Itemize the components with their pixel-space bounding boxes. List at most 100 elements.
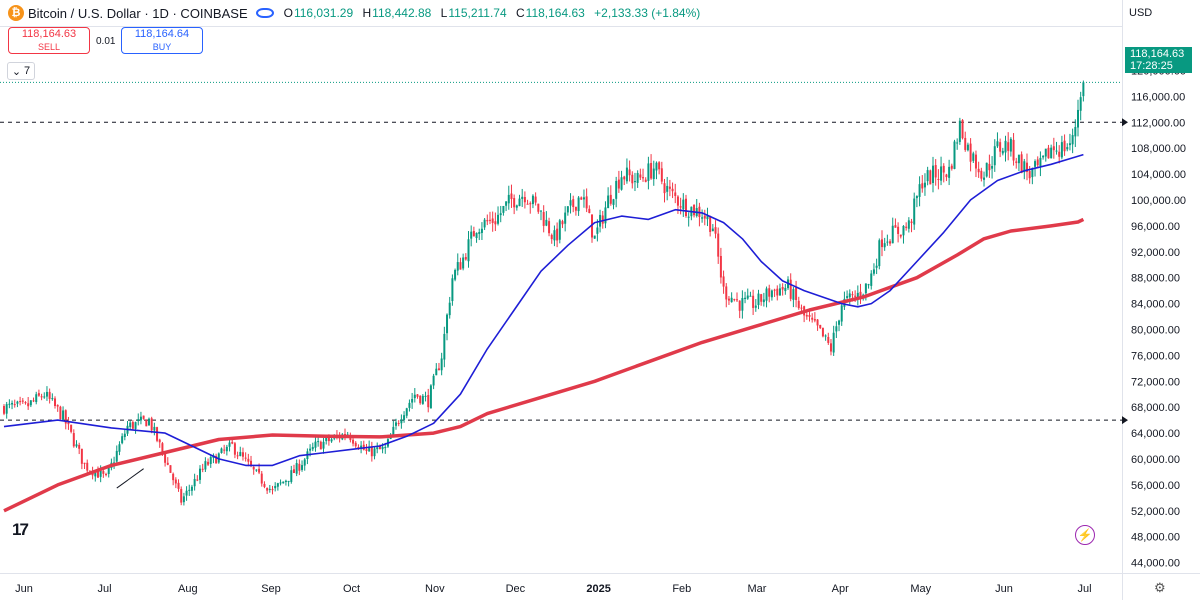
x-tick-label: Apr xyxy=(832,583,849,595)
candle-body xyxy=(553,230,556,241)
candle-body xyxy=(819,324,822,329)
candle-body xyxy=(311,446,314,450)
candle-body xyxy=(19,401,22,403)
candle-body xyxy=(395,422,398,426)
candle-body xyxy=(470,231,473,239)
candle-body xyxy=(427,395,430,408)
y-tick-label: 116,000.00 xyxy=(1131,91,1185,103)
candle-body xyxy=(201,468,204,470)
y-tick-label: 76,000.00 xyxy=(1131,350,1180,362)
candle-body xyxy=(905,226,908,228)
candle-body xyxy=(478,232,481,234)
buy-button[interactable]: 118,164.64 BUY xyxy=(121,27,203,54)
candle-body xyxy=(969,143,972,162)
candle-body xyxy=(236,455,239,457)
candle-body xyxy=(1074,126,1077,137)
candle-body xyxy=(5,404,8,414)
candle-body xyxy=(953,141,956,169)
candle-body xyxy=(851,294,854,296)
spark-icon[interactable]: ⚡ xyxy=(1075,525,1095,545)
candle-body xyxy=(977,168,980,173)
candle-body xyxy=(966,144,969,151)
candle-body xyxy=(564,212,567,224)
candle-body xyxy=(1071,135,1074,145)
candle-body xyxy=(1012,139,1015,161)
candle-body xyxy=(808,314,811,317)
candle-body xyxy=(754,305,757,308)
y-tick-label: 96,000.00 xyxy=(1131,221,1180,233)
candle-body xyxy=(910,221,913,224)
currency-selector[interactable]: USD xyxy=(1129,7,1153,19)
symbol-title[interactable]: Bitcoin / U.S. Dollar · 1D · COINBASE xyxy=(28,5,248,21)
indicators-toggle[interactable]: ⌄ 7 xyxy=(7,62,35,80)
candle-body xyxy=(642,177,645,179)
candle-body xyxy=(1060,142,1063,158)
candle-body xyxy=(250,460,253,467)
candle-body xyxy=(907,220,910,229)
candle-body xyxy=(827,336,830,343)
tradingview-logo[interactable]: 17 xyxy=(12,520,29,539)
candle-body xyxy=(354,442,357,447)
candle-body xyxy=(932,165,935,183)
candle-body xyxy=(78,444,81,449)
candle-body xyxy=(123,433,126,438)
candle-body xyxy=(483,219,486,228)
candle-body xyxy=(666,185,669,192)
candle-body xyxy=(1066,147,1069,150)
candle-body xyxy=(1055,150,1058,152)
candle-body xyxy=(875,265,878,268)
candle-body xyxy=(795,287,798,301)
candle-body xyxy=(365,449,368,452)
candle-body xyxy=(403,415,406,421)
candle-body xyxy=(577,197,580,212)
candle-body xyxy=(805,315,808,317)
candle-body xyxy=(956,142,959,144)
candle-body xyxy=(886,241,889,243)
candle-body xyxy=(999,142,1002,152)
candle-body xyxy=(172,473,175,481)
eye-icon[interactable] xyxy=(255,8,274,18)
candle-body xyxy=(56,405,59,407)
countdown-label: 17:28:25 xyxy=(1125,60,1192,73)
candle-body xyxy=(746,295,749,299)
candle-body xyxy=(13,404,16,406)
candle-body xyxy=(80,448,83,464)
candle-body xyxy=(937,179,940,181)
candle-body xyxy=(623,176,626,180)
candle-body xyxy=(292,469,295,474)
candle-body xyxy=(703,215,706,219)
candle-body xyxy=(558,220,561,240)
candle-body xyxy=(185,490,188,496)
candle-body xyxy=(505,201,508,206)
candle-body xyxy=(193,478,196,487)
candle-body xyxy=(1052,146,1055,151)
x-tick-label: Jul xyxy=(1078,583,1092,595)
candle-body xyxy=(102,471,105,474)
candle-body xyxy=(1020,154,1023,174)
candle-body xyxy=(838,320,841,325)
gear-icon[interactable]: ⚙ xyxy=(1154,580,1166,595)
candle-body xyxy=(271,489,274,491)
candle-body xyxy=(964,137,967,150)
candle-body xyxy=(846,296,849,298)
candle-body xyxy=(572,199,575,208)
candle-body xyxy=(797,300,800,309)
x-tick-label: Jun xyxy=(15,583,33,595)
sell-button[interactable]: 118,164.63 SELL xyxy=(8,27,90,54)
candle-body xyxy=(604,207,607,224)
buy-label: BUY xyxy=(152,41,172,52)
candle-body xyxy=(1028,171,1031,179)
candle-body xyxy=(370,446,373,457)
ohlc-high-value: 118,442.88 xyxy=(372,6,432,20)
candle-body xyxy=(1044,148,1047,157)
candle-body xyxy=(948,166,951,178)
x-tick-label: Aug xyxy=(178,583,198,595)
candle-body xyxy=(437,368,440,371)
candle-body xyxy=(209,456,212,464)
candle-body xyxy=(940,166,943,181)
candle-body xyxy=(456,262,459,271)
candle-body xyxy=(872,269,875,274)
candle-body xyxy=(660,168,663,182)
candle-body xyxy=(985,162,988,177)
